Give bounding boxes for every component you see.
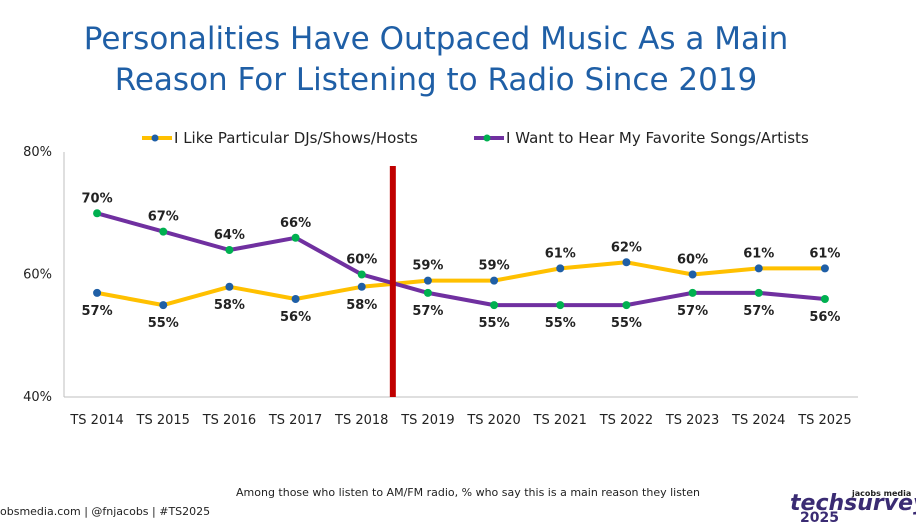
brand-year: 2025 [800, 510, 839, 523]
data-label-s1-4: 60% [346, 253, 377, 268]
series-line-0 [95, 260, 827, 308]
y-tick-labels: 40% 60% 80% [23, 145, 52, 405]
marker-s0-5 [423, 276, 432, 285]
data-label-s0-4: 58% [346, 298, 377, 313]
marker-s1-7 [556, 301, 565, 310]
data-label-s0-1: 55% [148, 316, 179, 331]
marker-s0-9 [688, 270, 697, 279]
brand-logo: jacobs media techsurvey 2025 [790, 489, 916, 523]
marker-s1-10 [754, 288, 763, 297]
data-labels: 57% 55% 58% 56% 58% 59% 59% 61% 62% 60% 61% 61% 70% 6… [82, 191, 841, 331]
data-label-s1-7: 55% [545, 316, 576, 331]
x-tick-label: TS 2025 [797, 413, 851, 428]
marker-s1-9 [688, 288, 697, 297]
marker-s1-4 [357, 270, 366, 279]
data-label-s0-7: 61% [545, 246, 576, 261]
marker-s1-1 [159, 227, 168, 236]
x-tick-label: TS 2014 [69, 413, 123, 428]
legend-label-djs: I Like Particular DJs/Shows/Hosts [174, 129, 418, 147]
marker-s1-0 [93, 209, 102, 218]
data-label-s0-11: 61% [809, 246, 840, 261]
data-label-s1-9: 57% [677, 304, 708, 319]
data-label-s0-2: 58% [214, 298, 245, 313]
data-label-s1-10: 57% [743, 304, 774, 319]
data-label-s0-6: 59% [479, 259, 510, 274]
marker-s0-8 [622, 258, 631, 267]
data-label-s0-8: 62% [611, 240, 642, 255]
legend-label-songs: I Want to Hear My Favorite Songs/Artists [506, 129, 809, 147]
data-label-s0-3: 56% [280, 310, 311, 325]
data-label-s0-10: 61% [743, 246, 774, 261]
x-tick-labels: TS 2014 TS 2015 TS 2016 TS 2017 TS 2018 TS 20… [69, 413, 851, 428]
marker-s0-6 [490, 276, 499, 285]
marker-s0-10 [754, 264, 763, 273]
legend-marker-songs [483, 134, 491, 142]
x-tick-label: TS 2018 [334, 413, 388, 428]
x-tick-label: TS 2022 [599, 413, 653, 428]
legend-marker-djs [151, 134, 159, 142]
x-tick-label: TS 2015 [136, 413, 190, 428]
marker-s1-5 [423, 288, 432, 297]
x-tick-label: TS 2019 [400, 413, 454, 428]
marker-s1-6 [490, 301, 499, 310]
x-tick-label: TS 2016 [202, 413, 256, 428]
data-label-s1-11: 56% [809, 310, 840, 325]
data-label-s1-6: 55% [479, 316, 510, 331]
data-label-s1-0: 70% [82, 191, 113, 206]
marker-s0-7 [556, 264, 565, 273]
data-label-s1-2: 64% [214, 228, 245, 243]
brand-small: jacobs media [851, 489, 911, 498]
data-label-s0-5: 59% [412, 259, 443, 274]
data-label-s1-5: 57% [412, 304, 443, 319]
marker-s1-3 [291, 233, 300, 242]
chart-title-line-2: Reason For Listening to Radio Since 2019 [115, 62, 758, 98]
x-tick-label: TS 2021 [533, 413, 587, 428]
brand-name: techsurvey [790, 491, 916, 516]
marker-s1-11 [820, 295, 829, 303]
marker-s0-4 [357, 282, 366, 291]
data-label-s1-8: 55% [611, 316, 642, 331]
x-tick-label: TS 2020 [466, 413, 520, 428]
data-label-s1-1: 67% [148, 210, 179, 225]
x-tick-label: TS 2023 [665, 413, 719, 428]
series-lines [95, 211, 827, 308]
chart-title-line-1: Personalities Have Outpaced Music As a M… [84, 21, 788, 57]
legend: I Like Particular DJs/Shows/Hosts I Want… [142, 129, 809, 147]
marker-s0-3 [291, 295, 300, 303]
footer-left: obsmedia.com | @fnjacobs | #TS2025 [0, 505, 210, 518]
data-label-s0-0: 57% [82, 304, 113, 319]
marker-s0-1 [159, 301, 168, 310]
series-line-1 [95, 211, 827, 308]
series-markers [93, 209, 829, 310]
x-tick-label: TS 2017 [268, 413, 322, 428]
data-label-s0-9: 60% [677, 253, 708, 268]
y-tick-label: 60% [23, 268, 52, 283]
marker-s1-8 [622, 301, 631, 310]
data-label-s1-3: 66% [280, 216, 311, 231]
marker-s0-2 [225, 282, 234, 291]
footer-note: Among those who listen to AM/FM radio, %… [236, 486, 700, 499]
marker-s0-0 [93, 288, 102, 297]
marker-s0-11 [820, 264, 829, 273]
marker-s1-2 [225, 246, 234, 254]
y-tick-label: 80% [23, 145, 52, 160]
y-tick-label: 40% [23, 390, 52, 405]
x-tick-label: TS 2024 [731, 413, 785, 428]
